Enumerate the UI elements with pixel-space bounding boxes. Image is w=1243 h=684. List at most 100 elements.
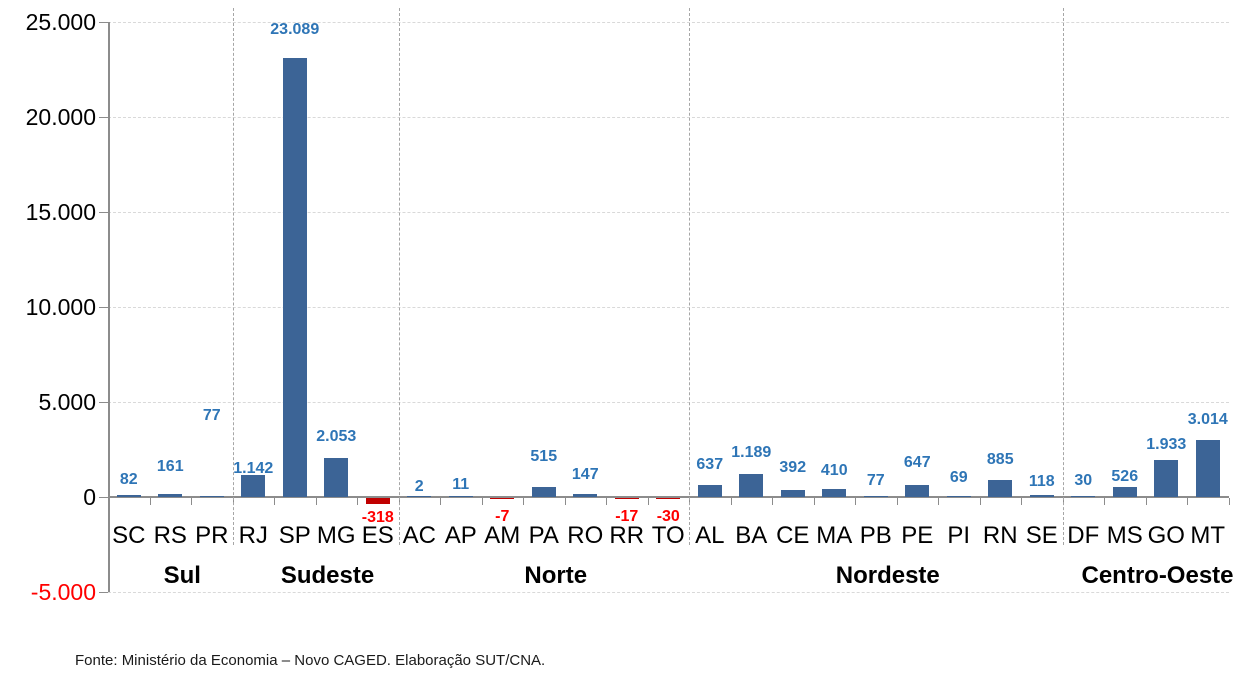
state-label-AL: AL xyxy=(695,522,725,549)
value-label-ES: -318 xyxy=(361,509,394,527)
value-label-PR: 77 xyxy=(202,406,221,424)
category-axis-tick xyxy=(191,498,192,505)
category-axis-tick xyxy=(606,498,607,505)
bar-MG xyxy=(324,457,349,497)
category-axis-tick xyxy=(315,498,317,505)
y-axis-label: 0 xyxy=(83,484,96,510)
value-label-BA: 1.189 xyxy=(731,444,772,462)
region-separator xyxy=(689,8,690,545)
bar-MA xyxy=(822,489,847,497)
region-label-Norte: Norte xyxy=(524,562,588,589)
y-gridline xyxy=(108,22,1229,23)
state-label-SC: SC xyxy=(112,522,146,549)
state-label-PA: PA xyxy=(528,522,559,549)
state-label-RO: RO xyxy=(567,522,604,549)
bar-ES xyxy=(365,498,390,505)
state-label-TO: TO xyxy=(651,522,685,549)
value-label-TO: -30 xyxy=(656,508,680,525)
region-label-Nordeste: Nordeste xyxy=(835,562,940,589)
state-label-PI: PI xyxy=(947,522,971,549)
value-label-AP: 11 xyxy=(452,476,470,493)
y-gridline xyxy=(108,117,1229,118)
value-label-RJ: 1.142 xyxy=(233,460,274,478)
category-axis-tick xyxy=(1145,498,1147,505)
bar-PI xyxy=(946,495,971,497)
category-axis-tick xyxy=(357,498,358,505)
value-label-DF: 30 xyxy=(1074,472,1093,489)
state-label-AM: AM xyxy=(484,522,521,549)
state-label-MG: MG xyxy=(316,522,356,549)
category-axis-tick xyxy=(1187,498,1188,505)
value-label-RN: 885 xyxy=(986,451,1014,469)
bar-AM xyxy=(490,498,515,499)
state-label-CE: CE xyxy=(776,522,810,549)
y-axis-label: 15.000 xyxy=(25,199,96,225)
y-axis-tick xyxy=(99,402,108,403)
state-label-AC: AC xyxy=(402,522,436,549)
bar-SC xyxy=(116,495,141,497)
y-axis-tick xyxy=(99,212,108,213)
state-label-SP: SP xyxy=(278,522,311,549)
category-axis-tick xyxy=(1104,498,1105,505)
bar-PE xyxy=(905,484,930,497)
y-axis-tick xyxy=(99,307,108,308)
state-label-GO: GO xyxy=(1147,522,1185,549)
value-label-AC: 2 xyxy=(414,478,424,495)
y-axis-tick xyxy=(99,592,108,593)
category-axis-tick xyxy=(564,498,566,505)
value-label-SE: 118 xyxy=(1028,472,1055,490)
state-label-RS: RS xyxy=(153,522,187,549)
state-label-SE: SE xyxy=(1025,522,1058,549)
y-axis-tick xyxy=(99,117,108,118)
value-label-MT: 3.014 xyxy=(1187,410,1228,428)
value-label-PE: 647 xyxy=(903,453,931,471)
category-axis-tick xyxy=(149,498,151,505)
bar-MS xyxy=(1112,487,1137,497)
category-axis-tick xyxy=(1228,498,1230,505)
bar-AC xyxy=(407,496,432,497)
bar-PA xyxy=(531,487,556,497)
state-label-AP: AP xyxy=(444,522,477,549)
bar-BA xyxy=(739,474,764,497)
region-separator xyxy=(1062,8,1064,545)
category-axis-tick xyxy=(274,498,275,505)
category-axis-tick xyxy=(647,498,649,505)
category-axis-tick xyxy=(772,498,773,505)
value-label-SC: 82 xyxy=(119,471,138,489)
category-axis-tick xyxy=(938,498,939,505)
y-gridline xyxy=(108,307,1229,308)
bar-CE xyxy=(780,489,805,497)
x-axis-line xyxy=(108,496,1229,498)
value-label-CE: 392 xyxy=(779,458,807,476)
value-label-GO: 1.933 xyxy=(1146,436,1187,454)
bar-RS xyxy=(158,493,183,497)
category-axis-tick xyxy=(523,498,524,505)
y-axis-label: 20.000 xyxy=(25,104,96,130)
bar-GO xyxy=(1154,460,1179,497)
value-label-RS: 161 xyxy=(156,457,184,475)
bar-PB xyxy=(863,495,888,497)
region-label-Sul: Sul xyxy=(163,562,201,589)
value-label-RR: -17 xyxy=(615,508,639,525)
category-axis-tick xyxy=(481,498,483,505)
state-label-BA: BA xyxy=(735,522,768,549)
value-label-MG: 2.053 xyxy=(316,427,357,445)
bar-RO xyxy=(573,494,598,497)
state-label-DF: DF xyxy=(1067,522,1100,549)
bar-TO xyxy=(656,498,681,499)
y-axis-label: 10.000 xyxy=(25,294,96,320)
y-gridline xyxy=(108,592,1229,593)
bar-RR xyxy=(614,498,639,499)
value-label-PA: 515 xyxy=(530,448,558,466)
bar-DF xyxy=(1071,496,1096,497)
bar-AL xyxy=(697,484,722,497)
y-gridline xyxy=(108,212,1229,213)
y-axis-tick xyxy=(99,497,108,498)
bar-RN xyxy=(988,480,1013,497)
category-axis-tick xyxy=(979,498,981,505)
category-axis-tick xyxy=(855,498,856,505)
bar-SE xyxy=(1029,494,1054,497)
source-note: Fonte: Ministério da Economia – Novo CAG… xyxy=(75,652,546,669)
region-separator xyxy=(232,8,234,545)
